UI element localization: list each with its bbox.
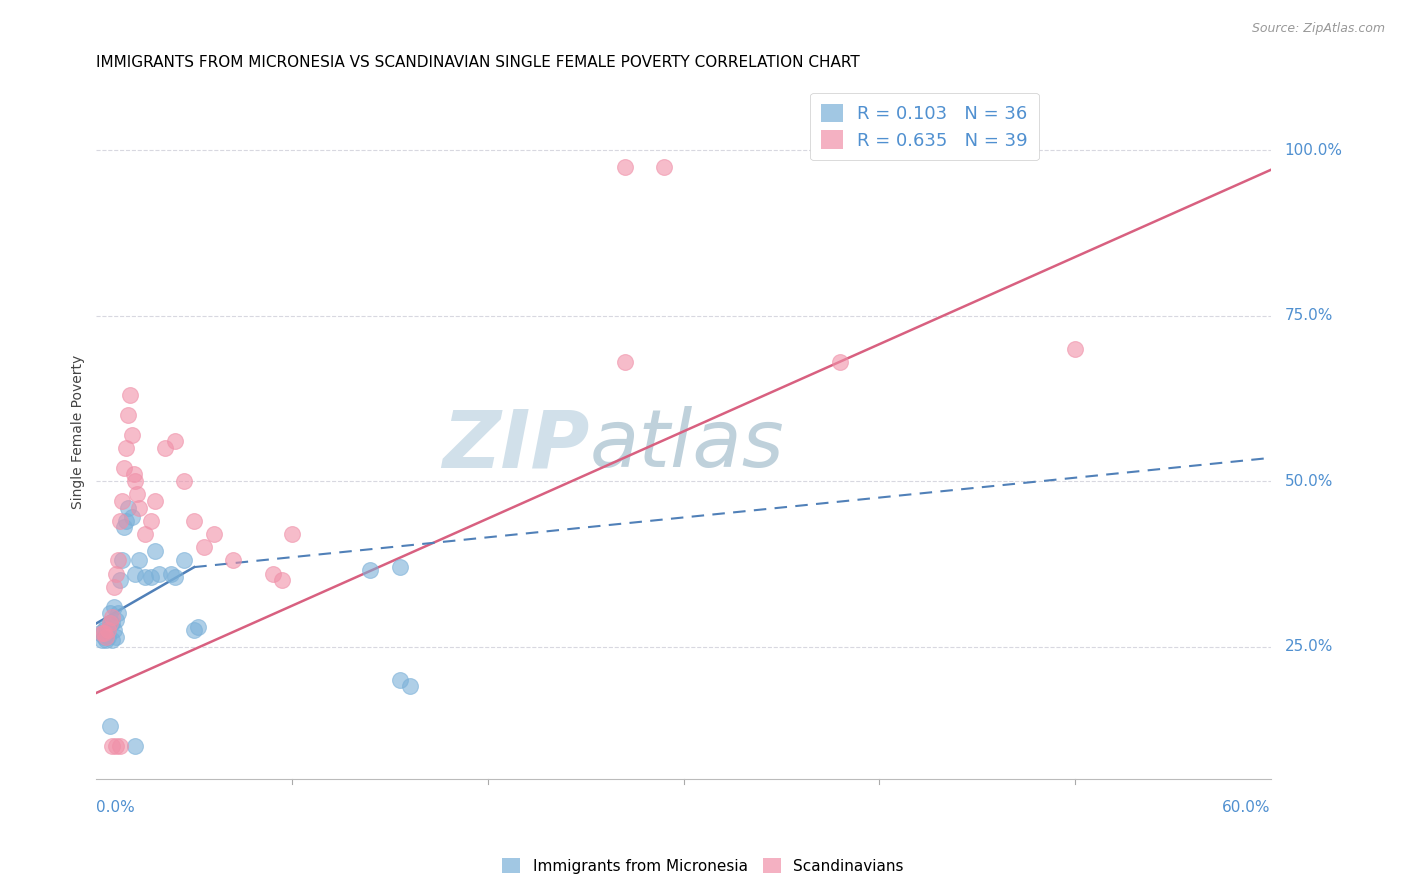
Point: [111, 553, 134, 567]
Point: [97, 630, 120, 644]
Point: [183, 623, 205, 637]
Point: [173, 474, 195, 488]
Point: [101, 739, 124, 753]
Point: [118, 388, 141, 402]
Text: ZIP: ZIP: [443, 406, 589, 484]
Point: [108, 574, 131, 588]
Point: [103, 599, 125, 614]
Point: [388, 673, 411, 687]
Point: [98, 616, 121, 631]
Point: [128, 553, 150, 567]
Point: [159, 566, 181, 581]
Point: [107, 553, 129, 567]
Point: [104, 566, 127, 581]
Point: [97, 623, 120, 637]
Point: [89, 626, 111, 640]
Point: [101, 616, 124, 631]
Point: [652, 160, 675, 174]
Text: 25.0%: 25.0%: [1285, 639, 1333, 654]
Point: [121, 427, 143, 442]
Text: 100.0%: 100.0%: [1285, 143, 1343, 158]
Point: [173, 553, 195, 567]
Text: 50.0%: 50.0%: [1285, 474, 1333, 489]
Point: [97, 623, 120, 637]
Point: [91, 626, 114, 640]
Point: [127, 487, 149, 501]
Point: [94, 620, 117, 634]
Point: [143, 494, 166, 508]
Point: [262, 566, 284, 581]
Point: [202, 527, 225, 541]
Point: [112, 520, 135, 534]
Text: atlas: atlas: [589, 406, 785, 484]
Point: [388, 560, 411, 574]
Point: [98, 719, 121, 733]
Point: [103, 580, 125, 594]
Point: [111, 494, 134, 508]
Point: [104, 613, 127, 627]
Point: [122, 467, 145, 482]
Point: [108, 514, 131, 528]
Point: [107, 607, 129, 621]
Point: [830, 355, 852, 369]
Point: [124, 566, 146, 581]
Text: IMMIGRANTS FROM MICRONESIA VS SCANDINAVIAN SINGLE FEMALE POVERTY CORRELATION CHA: IMMIGRANTS FROM MICRONESIA VS SCANDINAVI…: [97, 55, 860, 70]
Point: [101, 609, 124, 624]
Text: 0.0%: 0.0%: [97, 800, 135, 814]
Point: [148, 566, 170, 581]
Legend: Immigrants from Micronesia, Scandinavians: Immigrants from Micronesia, Scandinavian…: [496, 852, 910, 880]
Point: [117, 500, 139, 515]
Point: [114, 514, 136, 528]
Point: [141, 570, 163, 584]
Point: [613, 355, 636, 369]
Point: [1064, 342, 1087, 356]
Point: [359, 563, 381, 577]
Point: [93, 630, 115, 644]
Point: [101, 632, 124, 647]
Point: [222, 553, 245, 567]
Point: [94, 632, 117, 647]
Point: [108, 739, 131, 753]
Text: 60.0%: 60.0%: [1222, 800, 1271, 814]
Point: [104, 739, 127, 753]
Point: [121, 510, 143, 524]
Point: [117, 408, 139, 422]
Point: [271, 574, 294, 588]
Point: [281, 527, 304, 541]
Point: [93, 623, 115, 637]
Legend: R = 0.103   N = 36, R = 0.635   N = 39: R = 0.103 N = 36, R = 0.635 N = 39: [810, 93, 1039, 161]
Point: [104, 630, 127, 644]
Point: [163, 570, 186, 584]
Point: [134, 570, 156, 584]
Point: [103, 623, 125, 637]
Point: [124, 739, 146, 753]
Point: [98, 607, 121, 621]
Text: Source: ZipAtlas.com: Source: ZipAtlas.com: [1251, 22, 1385, 36]
Y-axis label: Single Female Poverty: Single Female Poverty: [72, 354, 86, 508]
Point: [128, 500, 150, 515]
Point: [187, 620, 209, 634]
Point: [193, 540, 215, 554]
Point: [124, 474, 146, 488]
Point: [163, 434, 186, 449]
Point: [98, 616, 121, 631]
Text: 75.0%: 75.0%: [1285, 308, 1333, 323]
Point: [613, 160, 636, 174]
Point: [143, 543, 166, 558]
Point: [134, 527, 156, 541]
Point: [398, 679, 420, 693]
Point: [141, 514, 163, 528]
Point: [94, 630, 117, 644]
Point: [153, 441, 176, 455]
Point: [114, 441, 136, 455]
Point: [91, 632, 114, 647]
Point: [93, 626, 115, 640]
Point: [112, 460, 135, 475]
Point: [183, 514, 205, 528]
